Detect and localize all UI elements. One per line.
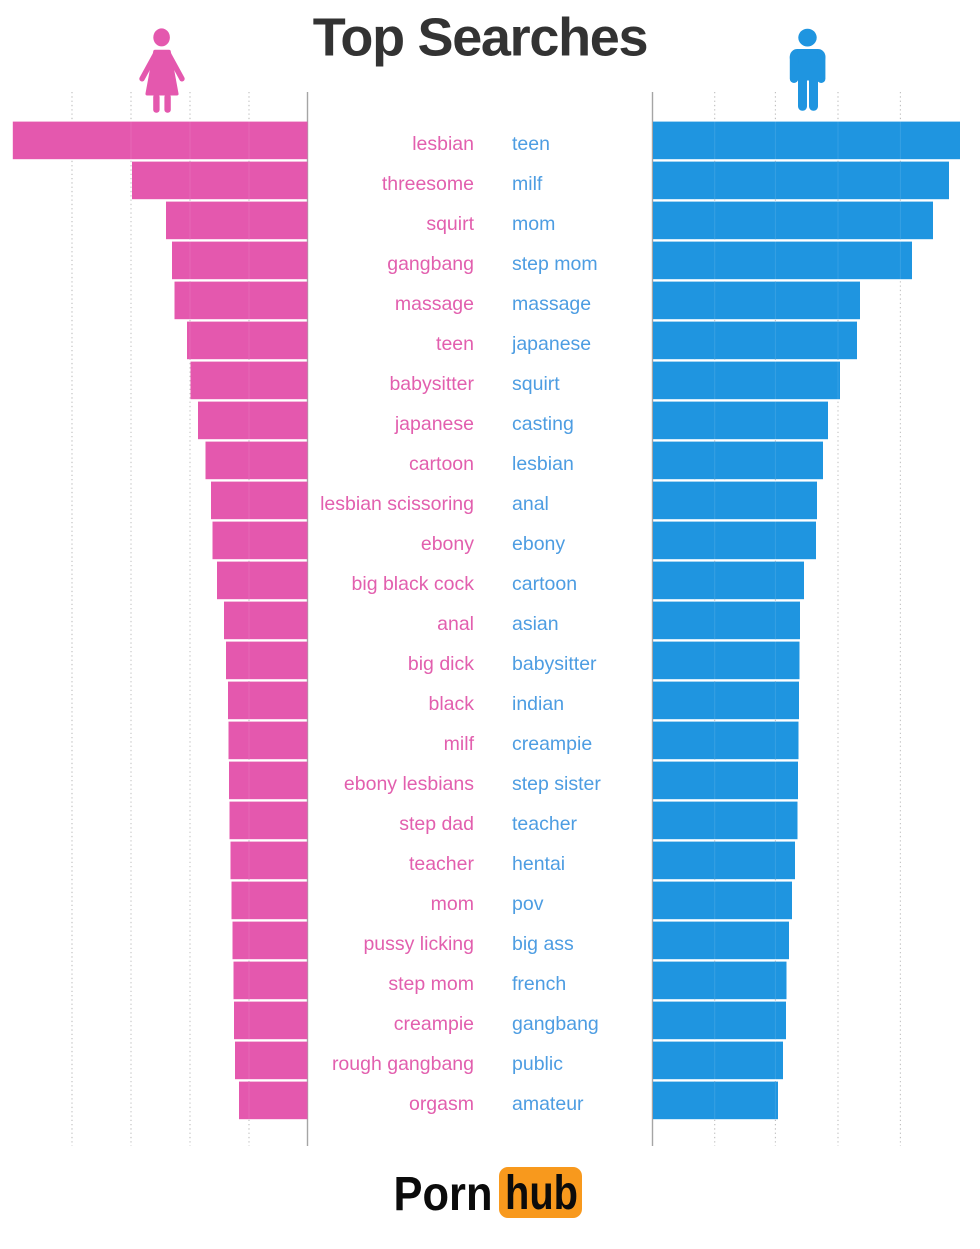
svg-text:squirt: squirt: [512, 373, 560, 395]
svg-text:step mom: step mom: [388, 973, 474, 995]
svg-text:teacher: teacher: [409, 853, 475, 875]
svg-text:mom: mom: [512, 213, 555, 235]
svg-text:lesbian: lesbian: [512, 453, 574, 475]
svg-text:gangbang: gangbang: [387, 253, 474, 275]
svg-text:rough gangbang: rough gangbang: [332, 1053, 474, 1075]
svg-text:teacher: teacher: [512, 813, 578, 835]
svg-text:squirt: squirt: [426, 213, 474, 235]
svg-text:french: french: [512, 973, 566, 995]
svg-text:anal: anal: [512, 493, 549, 515]
svg-text:lesbian scissoring: lesbian scissoring: [320, 493, 474, 515]
svg-text:mom: mom: [431, 893, 474, 915]
svg-text:step sister: step sister: [512, 773, 601, 795]
svg-text:indian: indian: [512, 693, 564, 715]
svg-text:ebony: ebony: [421, 533, 474, 555]
svg-text:Top Searches: Top Searches: [313, 8, 648, 68]
svg-text:babysitter: babysitter: [512, 653, 597, 675]
svg-text:lesbian: lesbian: [412, 133, 474, 155]
svg-text:pussy licking: pussy licking: [363, 933, 474, 955]
svg-text:black: black: [428, 693, 474, 715]
svg-text:teen: teen: [436, 333, 474, 355]
svg-text:milf: milf: [512, 173, 543, 195]
svg-text:orgasm: orgasm: [409, 1093, 474, 1115]
svg-text:step dad: step dad: [399, 813, 474, 835]
svg-text:anal: anal: [437, 613, 474, 635]
svg-text:massage: massage: [395, 293, 474, 315]
svg-text:threesome: threesome: [382, 173, 474, 195]
svg-text:hentai: hentai: [512, 853, 565, 875]
svg-text:pov: pov: [512, 893, 544, 915]
svg-text:casting: casting: [512, 413, 574, 435]
svg-text:cartoon: cartoon: [512, 573, 577, 595]
svg-text:hub: hub: [505, 1167, 578, 1220]
svg-text:big dick: big dick: [408, 653, 474, 675]
svg-text:Porn: Porn: [394, 1168, 493, 1221]
svg-text:cartoon: cartoon: [409, 453, 474, 475]
svg-text:gangbang: gangbang: [512, 1013, 599, 1035]
svg-text:asian: asian: [512, 613, 559, 635]
svg-text:amateur: amateur: [512, 1093, 584, 1115]
svg-text:japanese: japanese: [394, 413, 474, 435]
svg-text:public: public: [512, 1053, 563, 1075]
svg-text:japanese: japanese: [511, 333, 591, 355]
svg-text:milf: milf: [444, 733, 475, 755]
svg-text:creampie: creampie: [512, 733, 592, 755]
svg-text:creampie: creampie: [394, 1013, 474, 1035]
svg-text:ebony lesbians: ebony lesbians: [344, 773, 474, 795]
svg-text:big ass: big ass: [512, 933, 574, 955]
svg-text:step mom: step mom: [512, 253, 598, 275]
svg-text:massage: massage: [512, 293, 591, 315]
svg-text:teen: teen: [512, 133, 550, 155]
svg-text:ebony: ebony: [512, 533, 565, 555]
svg-text:babysitter: babysitter: [389, 373, 474, 395]
svg-text:big black cock: big black cock: [352, 573, 475, 595]
